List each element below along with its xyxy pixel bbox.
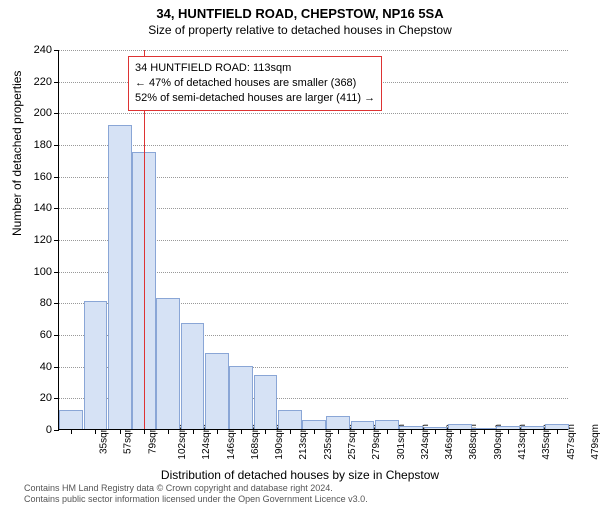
- ytick-mark: [54, 303, 59, 304]
- ytick-mark: [54, 177, 59, 178]
- xtick-label: 257sqm: [347, 424, 358, 460]
- histogram-bar: [229, 366, 253, 429]
- ytick-mark: [54, 430, 59, 431]
- ytick-mark: [54, 113, 59, 114]
- xtick-mark: [168, 429, 169, 434]
- page-subtitle: Size of property relative to detached ho…: [0, 23, 600, 37]
- ytick-label: 140: [22, 202, 52, 214]
- xtick-mark: [120, 429, 121, 434]
- xtick-label: 368sqm: [469, 424, 480, 460]
- xtick-label: 301sqm: [396, 424, 407, 460]
- xtick-mark: [411, 429, 412, 434]
- ytick-mark: [54, 145, 59, 146]
- xtick-label: 168sqm: [250, 424, 261, 460]
- xtick-label: 346sqm: [444, 424, 455, 460]
- xtick-mark: [95, 429, 96, 434]
- ytick-label: 180: [22, 139, 52, 151]
- xtick-mark: [460, 429, 461, 434]
- ytick-label: 160: [22, 171, 52, 183]
- ytick-label: 20: [22, 392, 52, 404]
- xtick-mark: [363, 429, 364, 434]
- legend-line: ← 47% of detached houses are smaller (36…: [135, 76, 375, 91]
- histogram-bar: [181, 323, 205, 429]
- xtick-label: 479sqm: [590, 424, 600, 460]
- xtick-mark: [484, 429, 485, 434]
- xtick-label: 235sqm: [323, 424, 334, 460]
- xtick-mark: [241, 429, 242, 434]
- xtick-mark: [314, 429, 315, 434]
- legend-line: 52% of semi-detached houses are larger (…: [135, 91, 375, 106]
- xtick-mark: [217, 429, 218, 434]
- histogram-bar: [156, 298, 180, 429]
- ytick-label: 60: [22, 329, 52, 341]
- footer-attribution: Contains HM Land Registry data © Crown c…: [0, 483, 600, 504]
- page-title: 34, HUNTFIELD ROAD, CHEPSTOW, NP16 5SA: [0, 6, 600, 21]
- xtick-label: 457sqm: [566, 424, 577, 460]
- xtick-label: 413sqm: [517, 424, 528, 460]
- histogram-bar: [108, 125, 132, 429]
- ytick-mark: [54, 335, 59, 336]
- ytick-mark: [54, 240, 59, 241]
- xtick-label: 124sqm: [201, 424, 212, 460]
- ytick-label: 100: [22, 266, 52, 278]
- histogram-bar: [59, 410, 83, 429]
- xtick-mark: [71, 429, 72, 434]
- ytick-mark: [54, 367, 59, 368]
- histogram-bar: [302, 420, 326, 430]
- xtick-mark: [193, 429, 194, 434]
- histogram-bar: [84, 301, 108, 429]
- footer-line-1: Contains HM Land Registry data © Crown c…: [24, 483, 600, 493]
- xtick-mark: [435, 429, 436, 434]
- grid-line: [59, 113, 568, 114]
- xtick-mark: [144, 429, 145, 434]
- ytick-label: 0: [22, 424, 52, 436]
- xtick-mark: [290, 429, 291, 434]
- ytick-mark: [54, 82, 59, 83]
- xtick-label: 190sqm: [274, 424, 285, 460]
- ytick-mark: [54, 208, 59, 209]
- histogram-bar: [254, 375, 278, 429]
- x-axis-label: Distribution of detached houses by size …: [0, 468, 600, 482]
- xtick-label: 213sqm: [299, 424, 310, 460]
- histogram-bar: [205, 353, 229, 429]
- ytick-label: 80: [22, 297, 52, 309]
- histogram-bar: [278, 410, 302, 429]
- xtick-label: 435sqm: [541, 424, 552, 460]
- ytick-label: 200: [22, 107, 52, 119]
- grid-line: [59, 50, 568, 51]
- ytick-label: 240: [22, 44, 52, 56]
- ytick-mark: [54, 272, 59, 273]
- legend-box: 34 HUNTFIELD ROAD: 113sqm← 47% of detach…: [128, 56, 382, 111]
- xtick-label: 102sqm: [177, 424, 188, 460]
- histogram-bar: [375, 420, 399, 430]
- chart-area: 35sqm57sqm79sqm102sqm124sqm146sqm168sqm1…: [58, 50, 568, 430]
- legend-line: 34 HUNTFIELD ROAD: 113sqm: [135, 61, 375, 76]
- ytick-mark: [54, 398, 59, 399]
- xtick-label: 390sqm: [493, 424, 504, 460]
- ytick-mark: [54, 50, 59, 51]
- xtick-mark: [265, 429, 266, 434]
- xtick-label: 324sqm: [420, 424, 431, 460]
- histogram-bar: [351, 421, 375, 429]
- xtick-mark: [338, 429, 339, 434]
- xtick-label: 146sqm: [226, 424, 237, 460]
- xtick-label: 279sqm: [371, 424, 382, 460]
- xtick-mark: [533, 429, 534, 434]
- ytick-label: 120: [22, 234, 52, 246]
- xtick-mark: [508, 429, 509, 434]
- ytick-label: 40: [22, 361, 52, 373]
- xtick-mark: [387, 429, 388, 434]
- xtick-mark: [557, 429, 558, 434]
- footer-line-2: Contains public sector information licen…: [24, 494, 600, 504]
- ytick-label: 220: [22, 76, 52, 88]
- grid-line: [59, 145, 568, 146]
- histogram-bar: [326, 416, 350, 429]
